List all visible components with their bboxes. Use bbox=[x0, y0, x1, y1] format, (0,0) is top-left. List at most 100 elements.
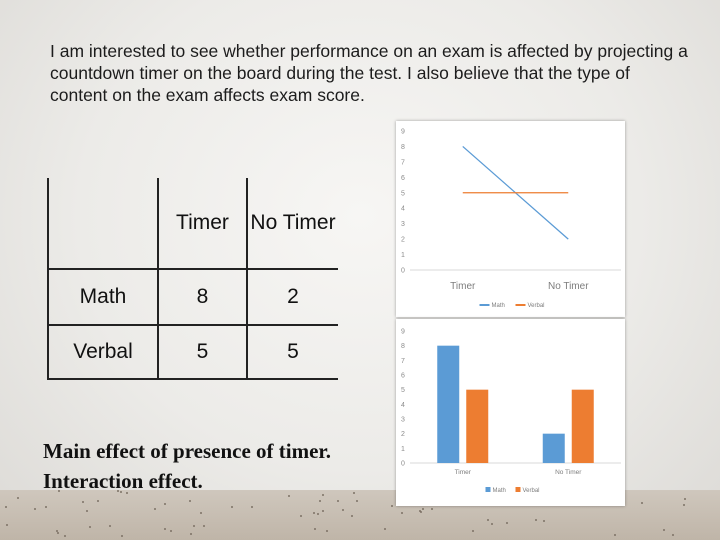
floor-speck bbox=[313, 512, 315, 514]
y-tick-label: 6 bbox=[401, 175, 405, 182]
line-chart-panel: 0 1 2 3 4 5 6 7 8 9 Timer No Timer Math Verbal bbox=[396, 121, 625, 317]
cell-verbal-timer: 5 bbox=[157, 324, 248, 380]
floor-speck bbox=[57, 532, 59, 534]
floor-speck bbox=[384, 528, 386, 530]
bar-chart: 0 1 2 3 4 5 6 7 8 9 Timer No Timer Math Verbal bbox=[401, 329, 621, 494]
bar-math-no-timer bbox=[542, 433, 565, 463]
x-tick-label: Timer bbox=[450, 281, 476, 292]
floor-speck bbox=[317, 513, 319, 515]
floor-speck bbox=[684, 498, 686, 500]
legend-label-verbal: Verbal bbox=[528, 303, 545, 309]
line-chart: 0 1 2 3 4 5 6 7 8 9 Timer No Timer Math Verbal bbox=[401, 129, 621, 309]
floor-speck bbox=[34, 508, 36, 510]
table-header-row: Timer No Timer bbox=[47, 178, 338, 270]
interaction-effect-line: Interaction effect. bbox=[43, 469, 203, 493]
floor-speck bbox=[117, 490, 119, 492]
floor-speck bbox=[431, 508, 433, 510]
y-tick-label: 8 bbox=[401, 144, 405, 151]
floor-speck bbox=[109, 525, 111, 527]
y-tick-label: 7 bbox=[401, 358, 405, 365]
y-tick-label: 9 bbox=[401, 129, 405, 136]
floor-speck bbox=[17, 497, 19, 499]
x-tick-label: No Timer bbox=[555, 469, 582, 476]
floor-speck bbox=[391, 505, 393, 507]
floor-speck bbox=[89, 526, 91, 528]
y-tick-label: 5 bbox=[401, 387, 405, 394]
bar-chart-panel: 0 1 2 3 4 5 6 7 8 9 Timer No Timer Math Verbal bbox=[396, 319, 625, 506]
floor-speck bbox=[193, 525, 195, 527]
y-tick-label: 8 bbox=[401, 343, 405, 350]
y-tick-label: 7 bbox=[401, 159, 405, 166]
floor-speck bbox=[356, 500, 358, 502]
y-tick-label: 6 bbox=[401, 373, 405, 380]
floor-speck bbox=[472, 530, 474, 532]
table-row-verbal: Verbal 5 5 bbox=[47, 324, 338, 380]
floor-speck bbox=[487, 519, 489, 521]
x-tick-label: Timer bbox=[455, 469, 472, 476]
floor-speck bbox=[126, 492, 128, 494]
y-tick-label: 4 bbox=[401, 402, 405, 409]
main-effect-line: Main effect of presence of timer. bbox=[43, 439, 332, 463]
header-no-timer: No Timer bbox=[246, 178, 338, 270]
floor-speck bbox=[82, 501, 84, 503]
floor-speck bbox=[231, 506, 233, 508]
floor-speck bbox=[322, 510, 324, 512]
floor-speck bbox=[200, 512, 202, 514]
floor-speck bbox=[319, 500, 321, 502]
floor-speck bbox=[300, 515, 302, 517]
results-table: Timer No Timer Math 8 2 Verbal 5 5 bbox=[47, 178, 338, 380]
floor-speck bbox=[663, 529, 665, 531]
floor-speck bbox=[58, 490, 60, 492]
y-tick-label: 5 bbox=[401, 190, 405, 197]
row-label-verbal: Verbal bbox=[47, 324, 159, 380]
floor-speck bbox=[190, 533, 192, 535]
floor-speck bbox=[420, 511, 422, 513]
legend-label-math: Math bbox=[493, 488, 506, 494]
floor-speck bbox=[6, 524, 8, 526]
floor-speck bbox=[120, 491, 122, 493]
floor-speck bbox=[64, 535, 66, 537]
floor-speck bbox=[342, 509, 344, 511]
cell-math-timer: 8 bbox=[157, 268, 248, 326]
floor-speck bbox=[351, 515, 353, 517]
row-label-math: Math bbox=[47, 268, 159, 326]
bar-math-timer bbox=[437, 345, 460, 463]
legend-swatch-verbal bbox=[515, 487, 521, 492]
effects-text: Main effect of presence of timer. Intera… bbox=[43, 436, 331, 496]
floor-speck bbox=[164, 503, 166, 505]
floor-speck bbox=[251, 506, 253, 508]
floor-speck bbox=[203, 525, 205, 527]
floor-speck bbox=[121, 535, 123, 537]
cell-math-no-timer: 2 bbox=[246, 268, 338, 326]
floor-speck bbox=[506, 522, 508, 524]
y-tick-label: 2 bbox=[401, 237, 405, 244]
bar-verbal-no-timer bbox=[571, 389, 594, 463]
floor-speck bbox=[353, 492, 355, 494]
floor-speck bbox=[326, 530, 328, 532]
floor-speck bbox=[641, 502, 643, 504]
y-tick-label: 1 bbox=[401, 446, 405, 453]
y-tick-label: 4 bbox=[401, 206, 405, 213]
floor-speck bbox=[97, 500, 99, 502]
floor-speck bbox=[401, 512, 403, 514]
y-tick-label: 2 bbox=[401, 431, 405, 438]
y-tick-label: 9 bbox=[401, 329, 405, 336]
floor-speck bbox=[422, 508, 424, 510]
floor-speck bbox=[86, 510, 88, 512]
floor-speck bbox=[322, 494, 324, 496]
cell-verbal-no-timer: 5 bbox=[246, 324, 338, 380]
floor-speck bbox=[337, 500, 339, 502]
intro-text: I am interested to see whether performan… bbox=[50, 41, 688, 105]
y-tick-label: 3 bbox=[401, 417, 405, 424]
y-tick-label: 1 bbox=[401, 252, 405, 259]
floor-speck bbox=[45, 506, 47, 508]
floor-speck bbox=[164, 528, 166, 530]
floor-speck bbox=[189, 500, 191, 502]
floor-speck bbox=[535, 519, 537, 521]
floor-speck bbox=[288, 495, 290, 497]
floor-speck bbox=[56, 530, 58, 532]
legend-label-verbal: Verbal bbox=[523, 488, 540, 494]
floor-speck bbox=[683, 504, 685, 506]
legend-label-math: Math bbox=[492, 303, 505, 309]
y-tick-label: 3 bbox=[401, 221, 405, 228]
